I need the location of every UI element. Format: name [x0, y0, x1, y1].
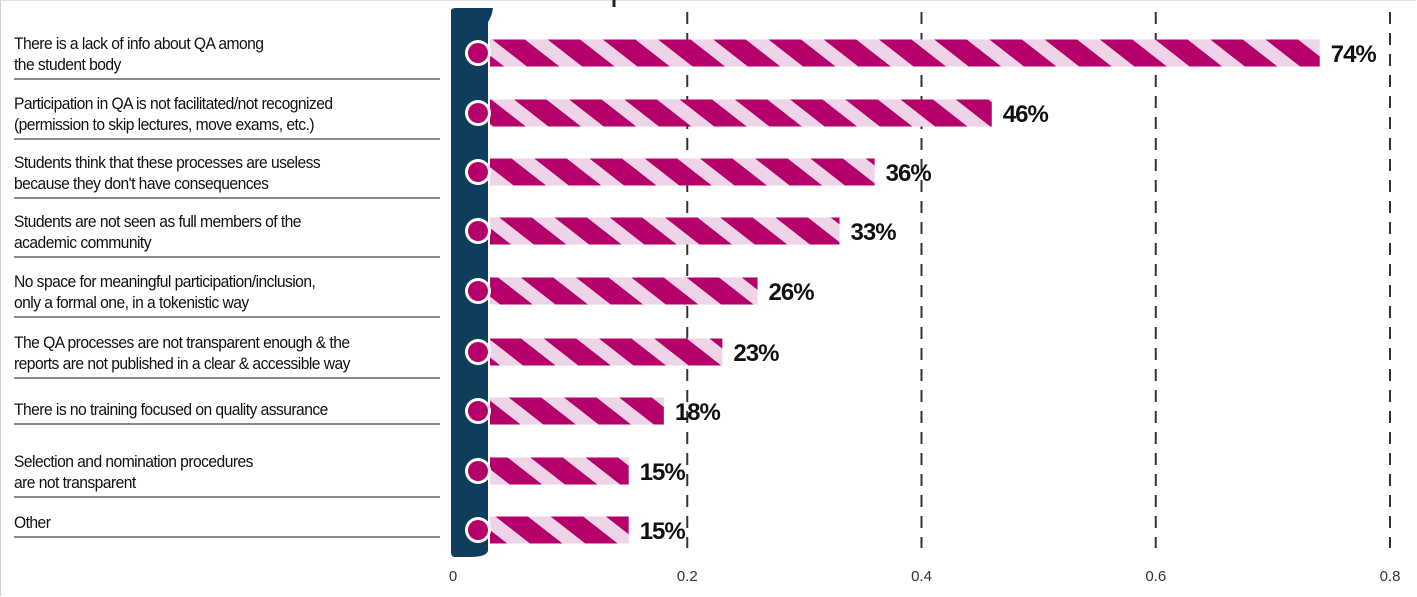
category-label-line: Other — [14, 513, 51, 532]
category-label: Other — [14, 512, 410, 533]
category-label: There is a lack of info about QA among th… — [14, 33, 410, 75]
category-label: Selection and nomination procedures are n… — [14, 451, 410, 493]
value-label: 33% — [851, 219, 897, 246]
bar — [490, 457, 629, 485]
x-tick-label: 0.8 — [1380, 568, 1401, 585]
bar — [490, 217, 840, 245]
bar-knob — [468, 520, 488, 540]
value-label: 26% — [769, 279, 815, 306]
category-label-line: academic community — [14, 233, 152, 252]
value-label: 36% — [886, 160, 932, 187]
bar — [490, 39, 1320, 67]
bar-knob — [468, 43, 488, 63]
bar-knob — [468, 103, 488, 123]
category-label-line: because they don't have consequences — [14, 174, 269, 193]
value-label: 15% — [640, 518, 686, 545]
value-label: 46% — [1003, 101, 1049, 128]
x-tick-label: 0.4 — [911, 568, 932, 585]
value-label: 74% — [1331, 41, 1377, 68]
bar-knob — [468, 162, 488, 182]
bar-knob — [468, 281, 488, 301]
category-label: Students are not seen as full members of… — [14, 211, 410, 253]
category-label-line: Selection and nomination procedures — [14, 452, 253, 471]
category-label-line: only a formal one, in a tokenistic way — [14, 293, 249, 312]
category-label-line: (permission to skip lectures, move exams… — [14, 115, 315, 134]
category-label: No space for meaningful participation/in… — [14, 271, 410, 313]
category-label: Participation in QA is not facilitated/n… — [14, 93, 410, 135]
category-label-line: Students are not seen as full members of… — [14, 212, 302, 231]
category-label: The QA processes are not transparent eno… — [14, 332, 410, 374]
bar — [490, 99, 992, 127]
category-label-line: reports are not published in a clear & a… — [14, 354, 350, 373]
bar-knob — [468, 461, 488, 481]
bar — [490, 158, 875, 186]
bar — [490, 277, 758, 305]
x-tick-label: 0.6 — [1145, 568, 1166, 585]
x-tick-label: 0.2 — [677, 568, 698, 585]
bar-knob — [468, 342, 488, 362]
x-tick-label: 0 — [449, 568, 457, 585]
bar — [490, 338, 723, 366]
bar — [490, 397, 664, 425]
bar-knob — [468, 401, 488, 421]
category-label: Students think that these processes are … — [14, 152, 410, 194]
value-label: 15% — [640, 459, 686, 486]
category-label-line: There is a lack of info about QA among — [14, 34, 264, 53]
category-label-line: the student body — [14, 55, 121, 74]
category-label-line: No space for meaningful participation/in… — [14, 272, 316, 291]
category-label-line: Students think that these processes are … — [14, 153, 321, 172]
value-label: 18% — [675, 399, 721, 426]
category-label: There is no training focused on quality … — [14, 399, 410, 420]
bar-knob — [468, 221, 488, 241]
category-label-line: The QA processes are not transparent eno… — [14, 333, 350, 352]
category-label-line: There is no training focused on quality … — [14, 400, 328, 419]
bar — [490, 516, 629, 544]
value-label: 23% — [733, 340, 779, 367]
category-label-line: are not transparent — [14, 473, 136, 492]
category-label-line: Participation in QA is not facilitated/n… — [14, 94, 333, 113]
